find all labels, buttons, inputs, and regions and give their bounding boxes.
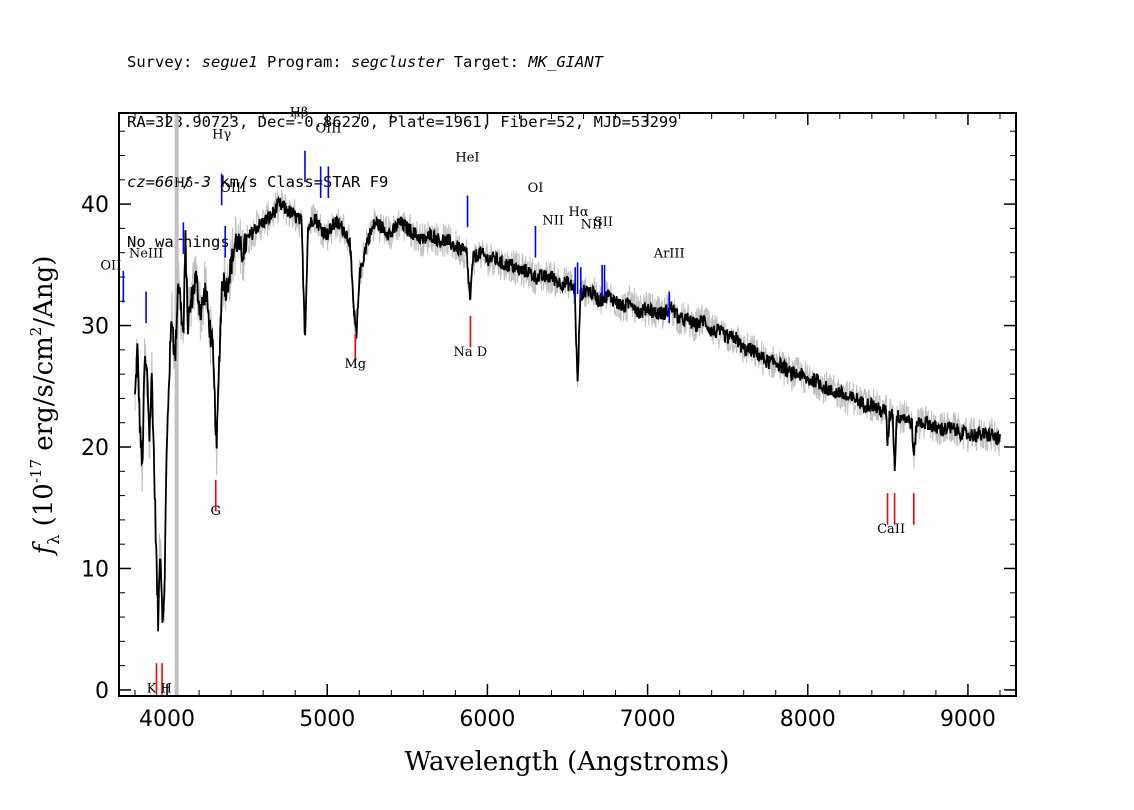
y-axis-label-tail: erg/s/cm [29, 336, 59, 459]
line-label-nii_a: NII [542, 214, 564, 229]
line-label-mg: Mg [344, 357, 366, 372]
line-label-oii: OII [100, 259, 121, 274]
x-axis-label: Wavelength (Angstroms) [405, 747, 730, 777]
line-marker-layer: OIINeIIIHδHγOIIIHβOIIIHeIOINIIHαNIISIIAr… [100, 106, 915, 696]
y-tick-label: 20 [81, 436, 109, 461]
header-line-1: Survey: segue1 Program: segcluster Targe… [127, 52, 678, 72]
x-tick-label: 8000 [780, 707, 836, 732]
y-axis-label-exp: -17 [27, 459, 45, 483]
y-tick-label: 10 [81, 557, 109, 582]
tick-layer: 4000 5000 6000 7000 8000 9000 0 10 20 30 40 [81, 113, 1016, 732]
x-tick-label: 5000 [299, 707, 355, 732]
y-axis-label: fλ (10-17 erg/s/cm2/Ang) [27, 256, 63, 557]
y-axis-label-end: /Ang) [29, 256, 59, 327]
line-label-hgamma: Hγ [212, 128, 231, 143]
line-label-sii: SII [594, 215, 613, 230]
y-axis-label-exp2: 2 [27, 327, 45, 337]
x-tick-label: 7000 [620, 707, 676, 732]
program-label: Program: [267, 53, 342, 71]
target-label: Target: [453, 53, 520, 71]
plot-frame [118, 112, 1017, 697]
target-value: MK_GIANT [528, 53, 604, 71]
line-label-nii_b: NII [581, 217, 603, 232]
line-label-ariii: ArIII [653, 247, 685, 262]
class-text: km/s Class=STAR F9 [211, 173, 389, 191]
line-label-neiii: NeIII [129, 247, 163, 262]
survey-value: segue1 [201, 53, 258, 71]
line-label-caii: CaII [877, 522, 905, 537]
line-label-nad: Na D [454, 345, 488, 360]
y-tick-label: 30 [81, 315, 109, 340]
x-tick-label: 6000 [459, 707, 515, 732]
y-axis-label-lambda: λ [44, 535, 63, 545]
line-label-kh: K H [147, 681, 172, 696]
y-tick-label: 0 [95, 679, 109, 704]
line-label-hdelta: Hδ [174, 176, 193, 191]
y-axis-label-units: (10 [29, 483, 59, 535]
line-label-oiii_a: OIII [220, 181, 246, 196]
line-label-oi: OI [528, 181, 544, 196]
x-tick-label: 4000 [139, 707, 195, 732]
spectrum-header: Survey: segue1 Program: segcluster Targe… [127, 12, 678, 272]
program-value: segcluster [351, 53, 445, 71]
header-line-3: cz=66+/-3 km/s Class=STAR F9 [127, 172, 678, 192]
series-layer [134, 113, 1001, 696]
line-label-g: G [211, 504, 221, 519]
y-tick-label: 40 [81, 193, 109, 218]
line-label-hei: HeI [455, 151, 479, 166]
flux-spectrum-line [134, 195, 1001, 632]
line-label-halpha: Hα [569, 205, 589, 220]
header-line-2: RA=323.90723, Dec=-0.86220, Plate=1961, … [127, 113, 678, 131]
line-label-oiii_b: OIII [315, 121, 341, 136]
redshift-value: cz=66+/-3 [127, 173, 211, 191]
survey-label: Survey: [127, 53, 193, 71]
x-tick-label: 9000 [940, 707, 996, 732]
